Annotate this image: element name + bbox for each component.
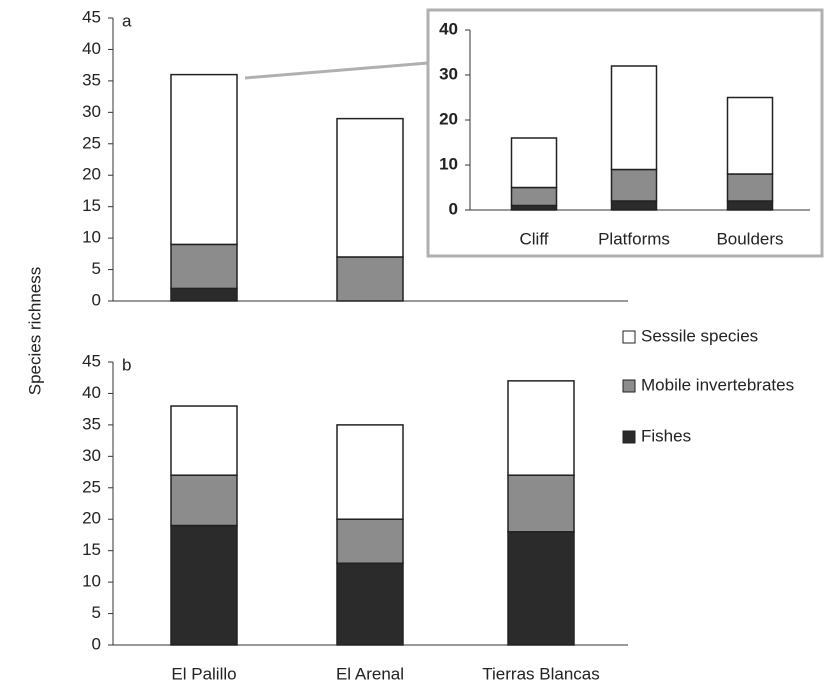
legend-label: Sessile species	[641, 326, 758, 345]
y-tick-label: 25	[82, 477, 101, 496]
bar-segment	[170, 243, 238, 290]
legend-label: Mobile invertebrates	[641, 375, 794, 394]
bar-segment	[610, 65, 658, 171]
bar-segment	[170, 524, 238, 646]
bar-segment	[336, 117, 404, 258]
y-tick-label: 10	[439, 154, 458, 173]
bar-segment	[336, 256, 404, 302]
inset-connector	[244, 61, 429, 80]
legend-swatch	[622, 379, 636, 393]
y-tick-label: 10	[82, 572, 101, 591]
bar-segment	[336, 518, 404, 564]
x-tick-label: El Arenal	[336, 664, 404, 683]
x-tick-label: El Palillo	[171, 664, 236, 683]
bar-segment	[507, 474, 575, 533]
y-tick-label: 30	[82, 102, 101, 121]
x-tick-label: Tierras Blancas	[482, 664, 599, 683]
legend-swatch	[622, 430, 636, 444]
bar-segment	[610, 168, 658, 202]
bar-segment	[510, 137, 558, 189]
y-tick-label: 40	[82, 383, 101, 402]
y-tick-label: 10	[82, 228, 101, 247]
y-tick-label: 5	[92, 603, 101, 622]
y-tick-label: 20	[82, 165, 101, 184]
y-tick-label: 15	[82, 540, 101, 559]
bar-segment	[170, 73, 238, 246]
legend-label: Fishes	[641, 426, 691, 445]
bar-segment	[507, 531, 575, 646]
y-tick-label: 0	[92, 290, 101, 309]
y-tick-label: 20	[82, 509, 101, 528]
bar-segment	[170, 474, 238, 527]
bar-segment	[507, 380, 575, 476]
x-tick-label: Cliff	[520, 229, 549, 248]
bar-segment	[726, 173, 774, 202]
x-tick-label: Boulders	[716, 229, 783, 248]
bar-segment	[170, 287, 238, 302]
bar-segment	[610, 200, 658, 211]
y-tick-label: 45	[82, 7, 101, 26]
y-axis-label: Species richness	[25, 267, 44, 396]
y-tick-label: 35	[82, 414, 101, 433]
y-tick-label: 40	[82, 39, 101, 58]
bar-segment	[170, 405, 238, 476]
y-tick-label: 0	[449, 199, 458, 218]
panel-label: a	[122, 11, 132, 30]
y-tick-label: 5	[92, 259, 101, 278]
y-tick-label: 30	[82, 446, 101, 465]
panel-label: b	[122, 355, 131, 374]
x-tick-label: Platforms	[598, 229, 670, 248]
y-tick-label: 0	[92, 634, 101, 653]
bar-segment	[336, 562, 404, 646]
bar-segment	[336, 424, 404, 520]
y-tick-label: 30	[439, 64, 458, 83]
y-tick-label: 40	[439, 19, 458, 38]
y-tick-label: 25	[82, 133, 101, 152]
y-tick-label: 45	[82, 351, 101, 370]
bar-segment	[726, 96, 774, 175]
legend-swatch	[622, 330, 636, 344]
y-tick-label: 15	[82, 196, 101, 215]
inset-frame	[426, 8, 824, 258]
y-tick-label: 20	[439, 109, 458, 128]
y-tick-label: 35	[82, 70, 101, 89]
bar-segment	[510, 186, 558, 207]
bar-segment	[726, 200, 774, 211]
